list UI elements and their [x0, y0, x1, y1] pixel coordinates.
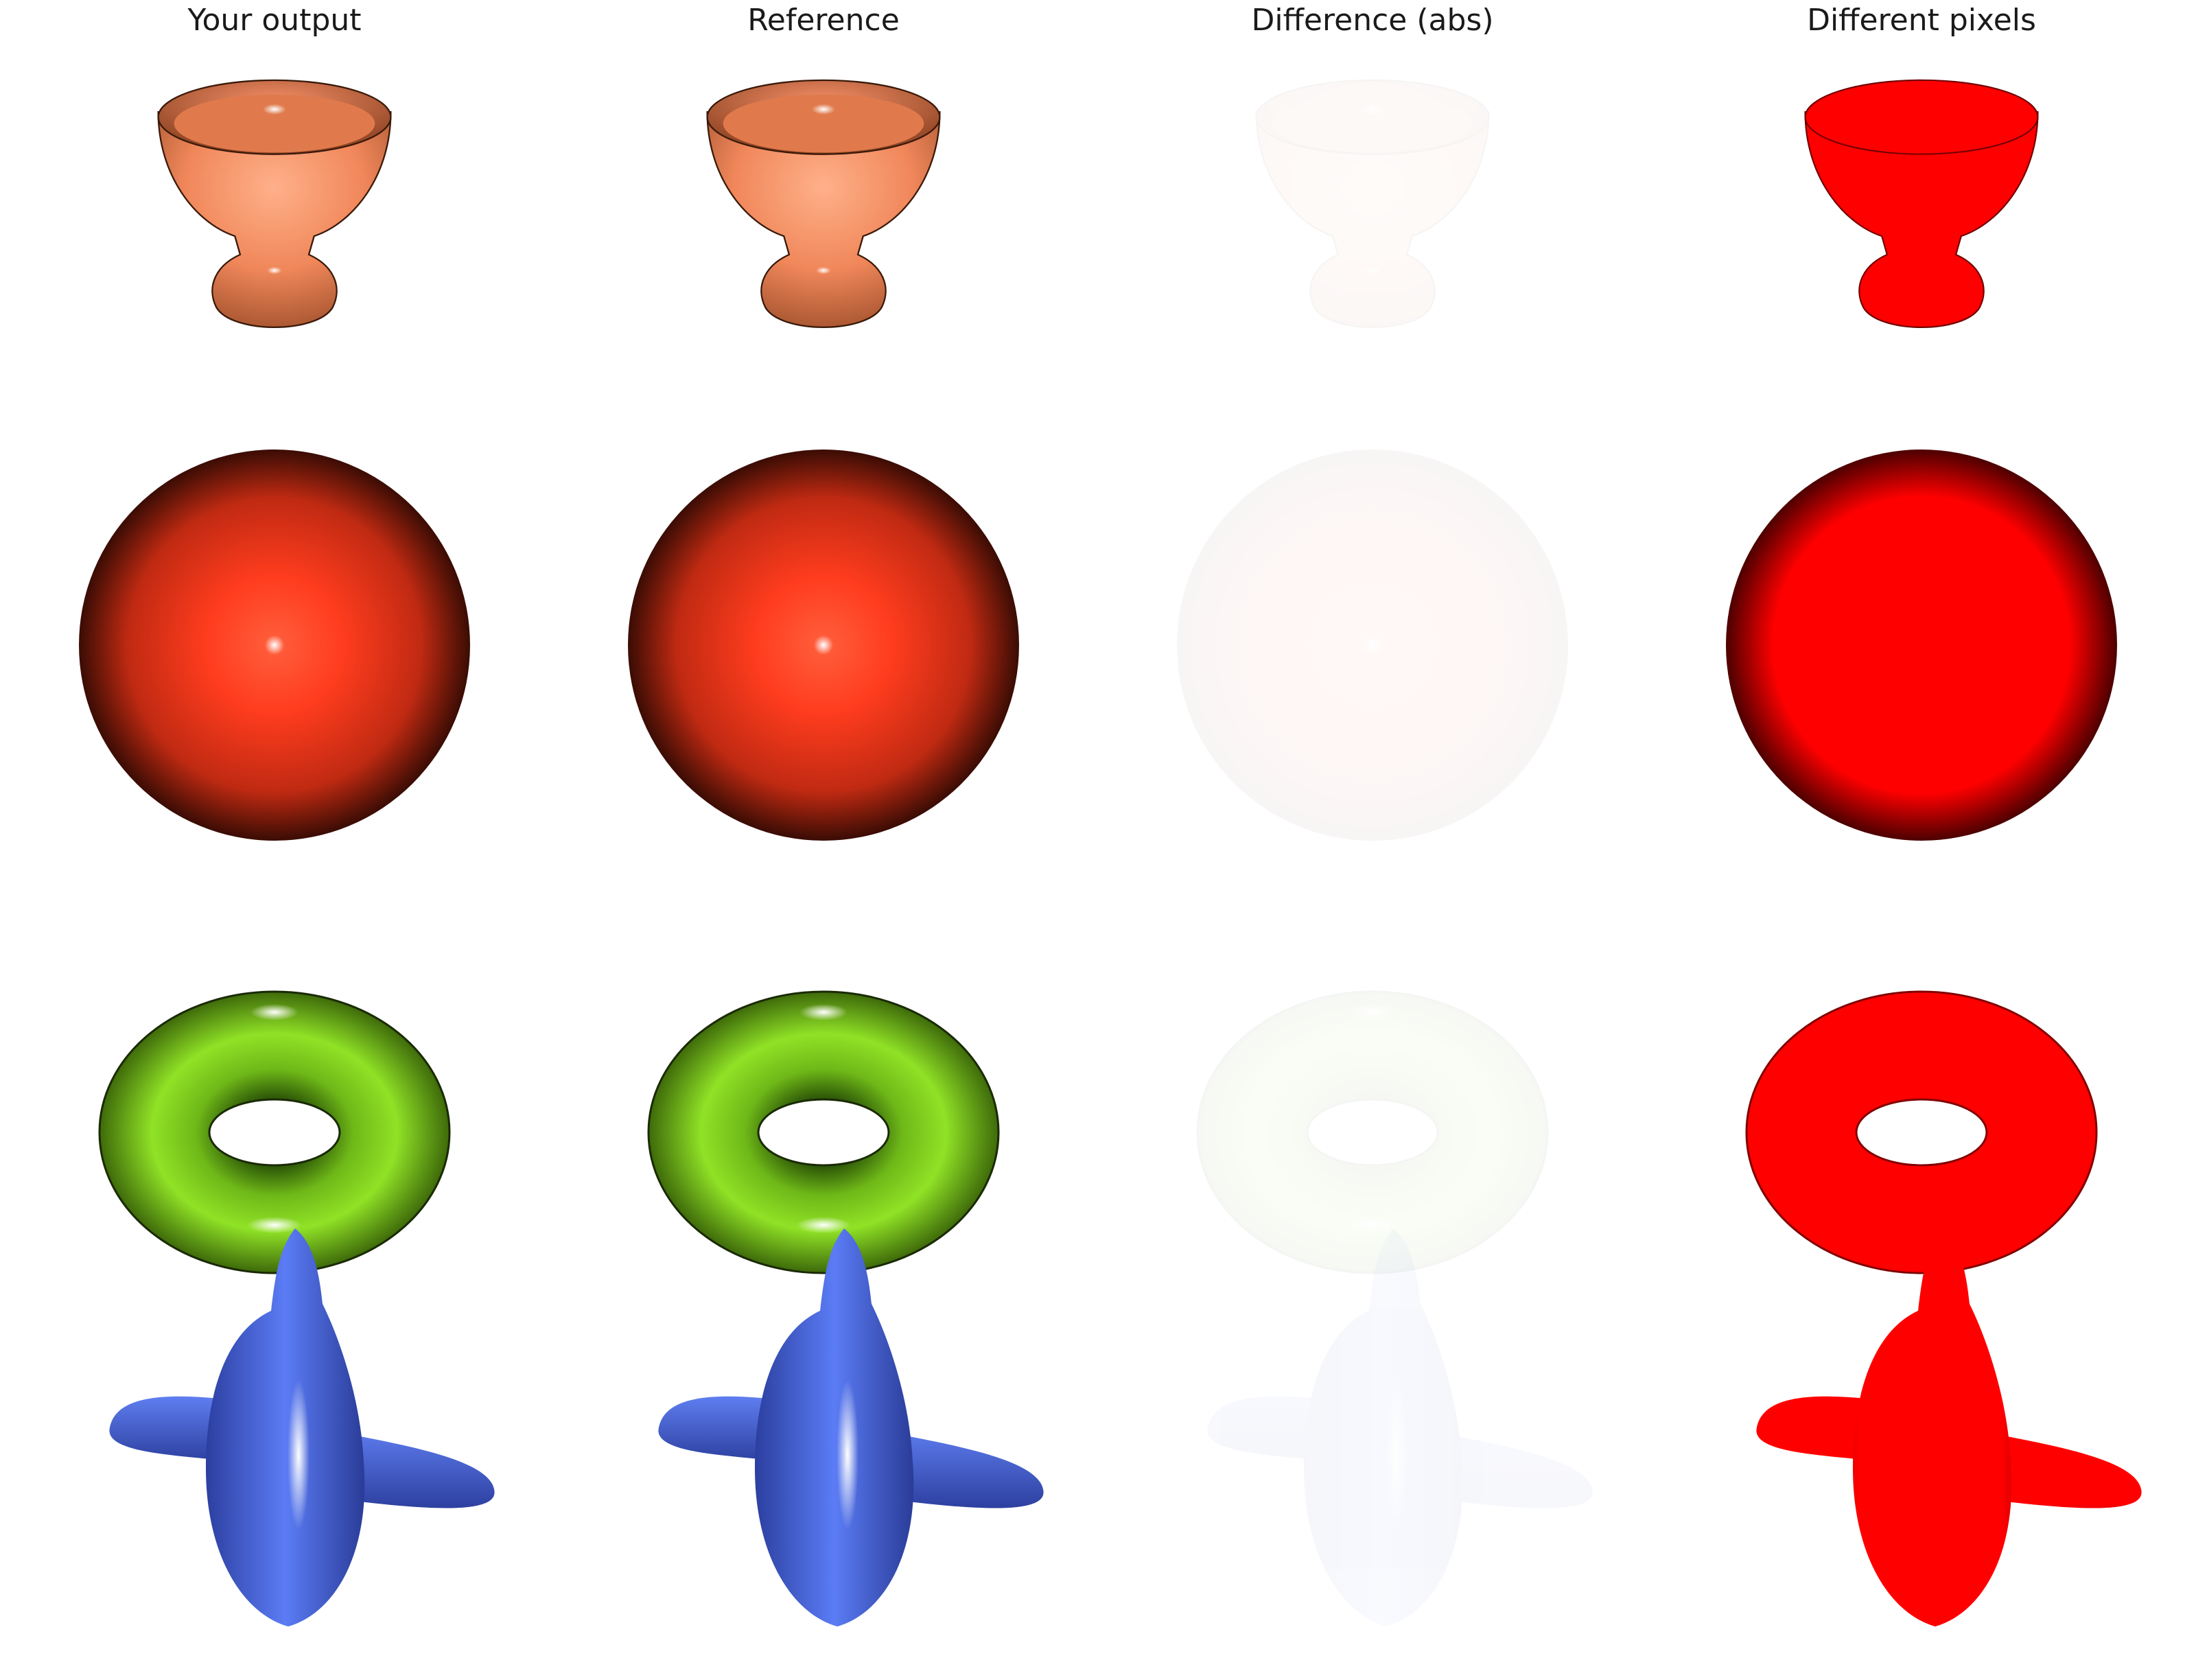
sphere-difference	[1177, 450, 1568, 841]
airplane-difference	[1207, 1228, 1593, 1626]
column-title-difference: Difference (abs)	[1251, 3, 1494, 38]
sphere-different-pixels	[1726, 450, 2117, 841]
airplane-reference	[658, 1228, 1044, 1626]
torus-different-pixels	[1745, 990, 2098, 1274]
goblet-different-pixels	[1804, 79, 2039, 329]
airplane-output	[109, 1228, 495, 1626]
goblet-output	[157, 79, 392, 329]
airplane-different-pixels	[1756, 1228, 2142, 1626]
sphere-output	[79, 450, 470, 841]
torus-reference	[647, 990, 1000, 1274]
column-title-output: Your output	[187, 3, 362, 38]
goblet-difference	[1255, 79, 1490, 329]
goblet-reference	[706, 79, 941, 329]
column-title-different-pixels: Different pixels	[1807, 3, 2036, 38]
torus-difference	[1196, 990, 1549, 1274]
torus-output	[98, 990, 451, 1274]
sphere-reference	[628, 450, 1019, 841]
column-title-reference: Reference	[747, 3, 900, 38]
